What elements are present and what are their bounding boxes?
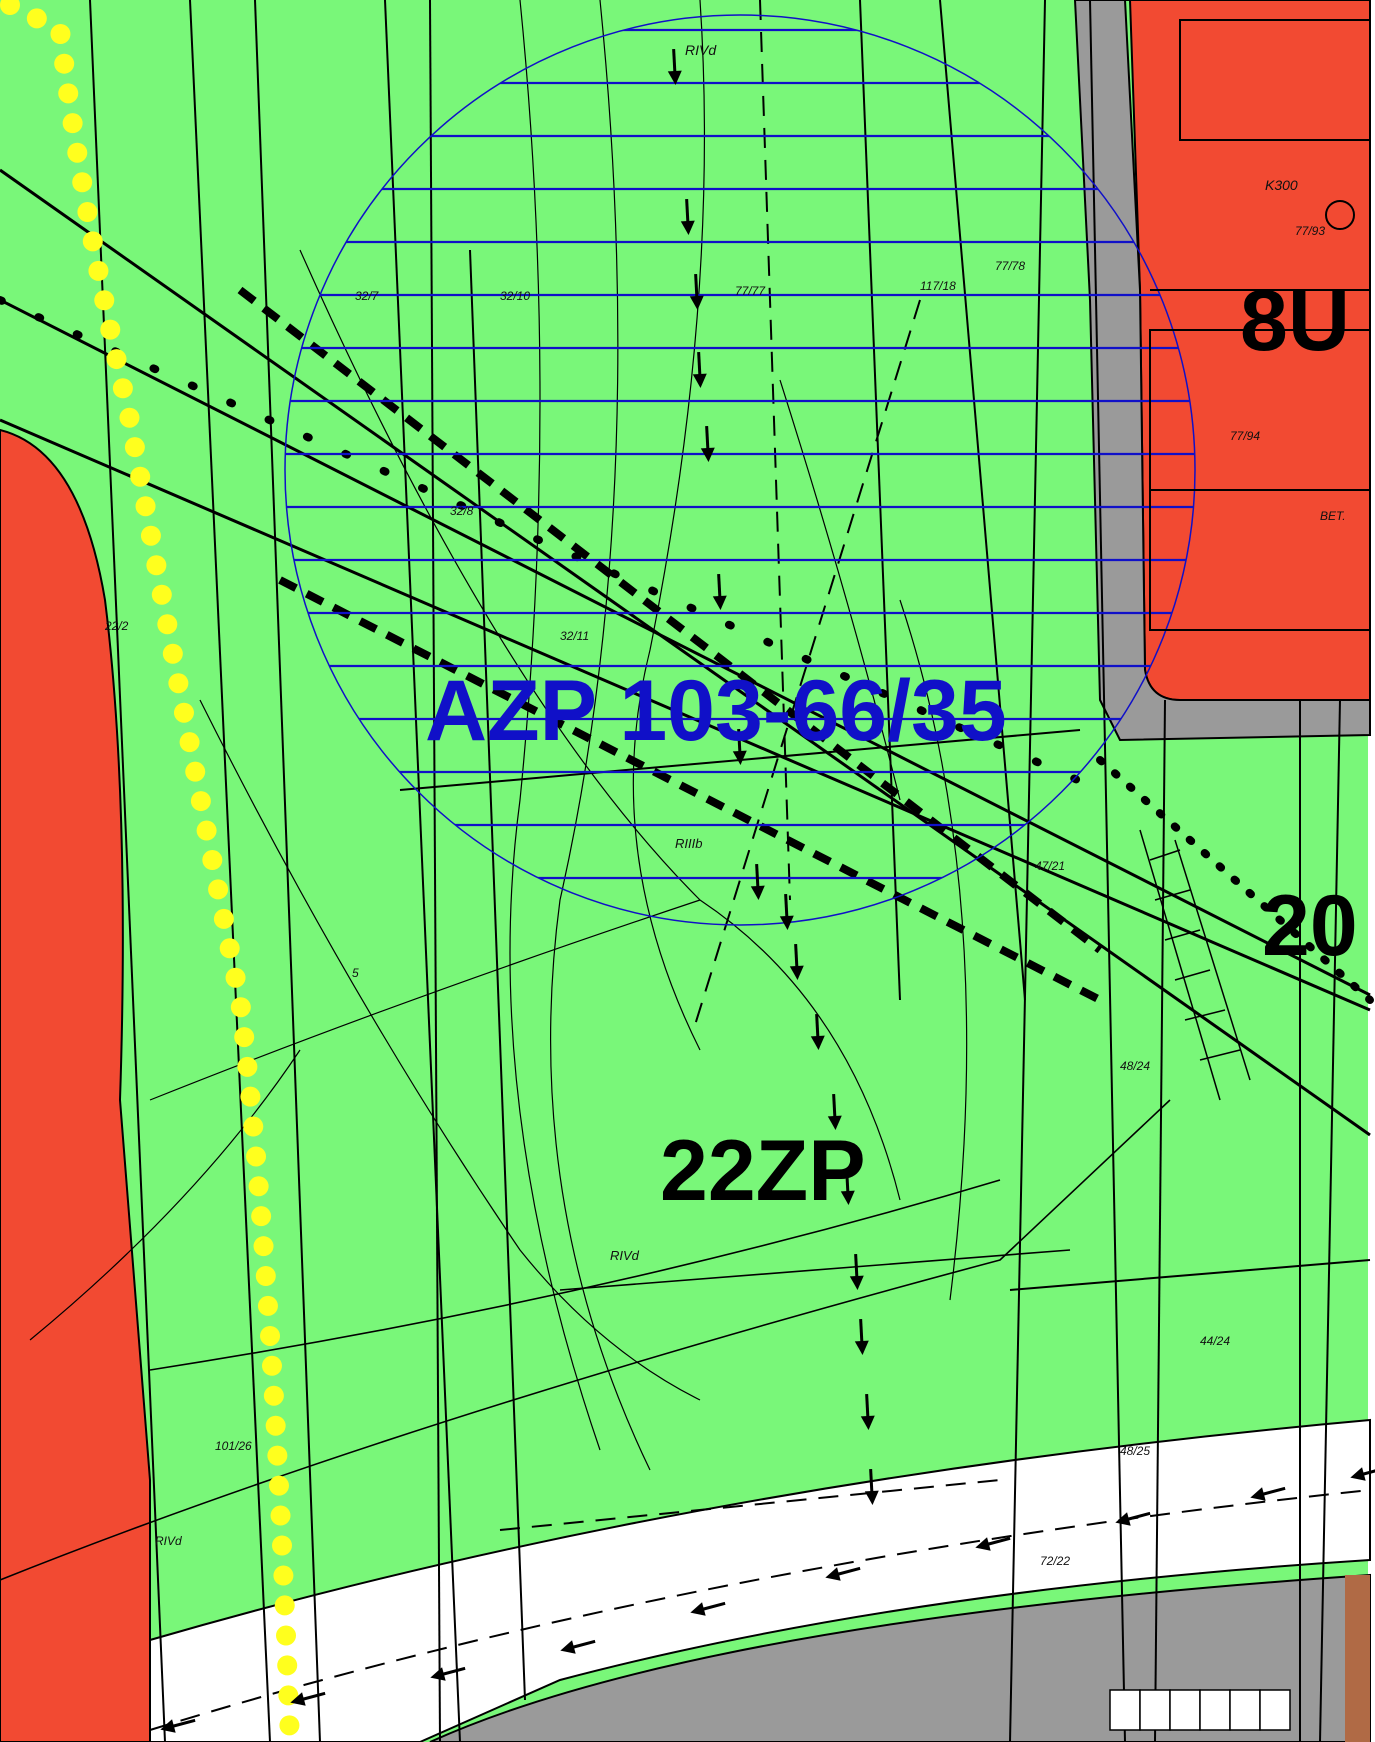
label-five: 5 (352, 966, 359, 980)
flow-arrow (810, 1013, 825, 1050)
label-rivd-left: RIVd (155, 1534, 182, 1548)
dashed-lines (149, 0, 1371, 1731)
zone-label-8u: 8U (1240, 273, 1350, 369)
label-p48-25: 48/25 (1120, 1444, 1150, 1458)
road-arrow (690, 1601, 726, 1616)
zone-label-20: 20 (1262, 878, 1358, 974)
road-arrow (560, 1639, 596, 1654)
road-arrow (290, 1691, 326, 1706)
label-p101-26: 101/26 (215, 1439, 252, 1453)
road-arrow (430, 1666, 466, 1681)
label-p48-24: 48/24 (1120, 1059, 1150, 1073)
right-margin (1368, 0, 1375, 1742)
road-arrow (975, 1536, 1011, 1551)
label-p44-24: 44/24 (1200, 1334, 1230, 1348)
garages (1109, 1689, 1291, 1731)
flow-arrow (864, 1468, 879, 1505)
flow-arrow (779, 893, 794, 930)
flow-arrow (789, 943, 804, 980)
flow-arrow (827, 1093, 842, 1130)
flow-arrow (700, 425, 715, 462)
flow-arrow (680, 198, 695, 235)
label-p77-93: 77/93 (1295, 224, 1325, 238)
flow-arrow (689, 273, 704, 310)
yellow-dotted-route (0, 0, 300, 1742)
parcel-labels: RIVd 32/7 32/10 77/77 117/18 77/78 32/8 … (104, 42, 1346, 1568)
road-arrow (1250, 1486, 1286, 1501)
flow-arrow (854, 1318, 869, 1355)
flow-arrow (692, 351, 707, 388)
flow-arrow (712, 573, 727, 610)
flow-arrow (667, 48, 682, 85)
road-arrow (1350, 1466, 1375, 1481)
zone-label-22zp: 22ZP (660, 1123, 866, 1219)
brown-parcel (1345, 1575, 1370, 1742)
label-p32-7: 32/7 (355, 289, 380, 303)
label-k300: K300 (1265, 177, 1298, 193)
flow-arrow (840, 1168, 855, 1205)
white-road-band (149, 1418, 1371, 1742)
flow-arrow (750, 863, 765, 900)
label-p32-11: 32/11 (560, 629, 589, 643)
road-arrows (160, 1466, 1375, 1733)
label-p117-18: 117/18 (920, 279, 956, 293)
label-p32-8: 32/8 (450, 504, 474, 518)
parcel-lines (89, 0, 1371, 1742)
label-rillb: RIIIb (675, 836, 702, 851)
road-arrow (1115, 1511, 1151, 1526)
label-p32-10: 32/10 (500, 289, 530, 303)
road-arrow (160, 1718, 196, 1733)
flow-arrows (667, 48, 879, 1505)
buildings-8u (1149, 19, 1371, 631)
azp-label: AZP 103-66/35 (425, 663, 1007, 759)
label-p77-78: 77/78 (995, 259, 1025, 273)
flow-arrow (860, 1393, 875, 1430)
label-p22-2: 22/2 (104, 619, 129, 633)
left-red-zone (0, 428, 151, 1742)
fence-lines (0, 1099, 1171, 1581)
label-p47-21: 47/21 (1035, 859, 1065, 873)
road-arrow (825, 1566, 861, 1581)
flow-arrow (849, 1253, 864, 1290)
label-rivd-mid: RIVd (610, 1248, 640, 1263)
label-p77-94: 77/94 (1230, 429, 1260, 443)
label-rivd-top: RIVd (685, 42, 717, 58)
label-bet: BET. (1320, 509, 1346, 523)
flow-arrow (732, 728, 747, 765)
label-p77-77: 77/77 (735, 284, 766, 298)
slope-hatch (1139, 829, 1251, 1101)
label-p72-22: 72/22 (1040, 1554, 1070, 1568)
